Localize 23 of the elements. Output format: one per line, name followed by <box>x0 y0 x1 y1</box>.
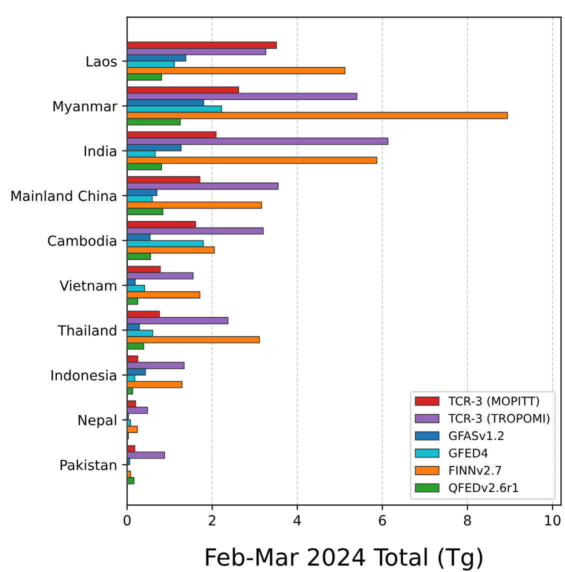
y-tick-label: India <box>84 146 116 156</box>
y-tick-label: Vietnam <box>60 280 116 291</box>
legend-label: FINNv2.7 <box>450 466 502 475</box>
y-tick-label: Pakistan <box>60 459 116 470</box>
y-tick-label: Laos <box>86 56 117 67</box>
x-tick-label: 8 <box>464 515 471 526</box>
x-tick-label: 4 <box>294 515 301 526</box>
legend-label: QFEDv2.6r1 <box>449 483 518 494</box>
y-tick-label: Myanmar <box>54 101 118 114</box>
y-tick-label: Nepal <box>78 414 116 428</box>
x-axis-title: Feb-Mar 2024 Total (Tg) <box>206 548 482 571</box>
x-tick-label: 0 <box>124 515 131 526</box>
y-tick-label: Mainland China <box>12 190 116 202</box>
x-tick-label: 2 <box>208 515 216 526</box>
legend-label: GFED4 <box>449 448 488 458</box>
x-tick-label: 6 <box>378 515 386 526</box>
legend-label: TCR-3 (MOPITT) <box>448 396 539 407</box>
legend-label: TCR-3 (TROPOMI) <box>448 414 550 424</box>
y-tick-label: Cambodia <box>48 235 116 246</box>
y-tick-label: Thailand <box>58 324 116 336</box>
legend-label: GFASv1.2 <box>449 431 504 440</box>
x-tick-label: 10 <box>545 515 560 526</box>
y-tick-label: Indonesia <box>52 370 116 380</box>
